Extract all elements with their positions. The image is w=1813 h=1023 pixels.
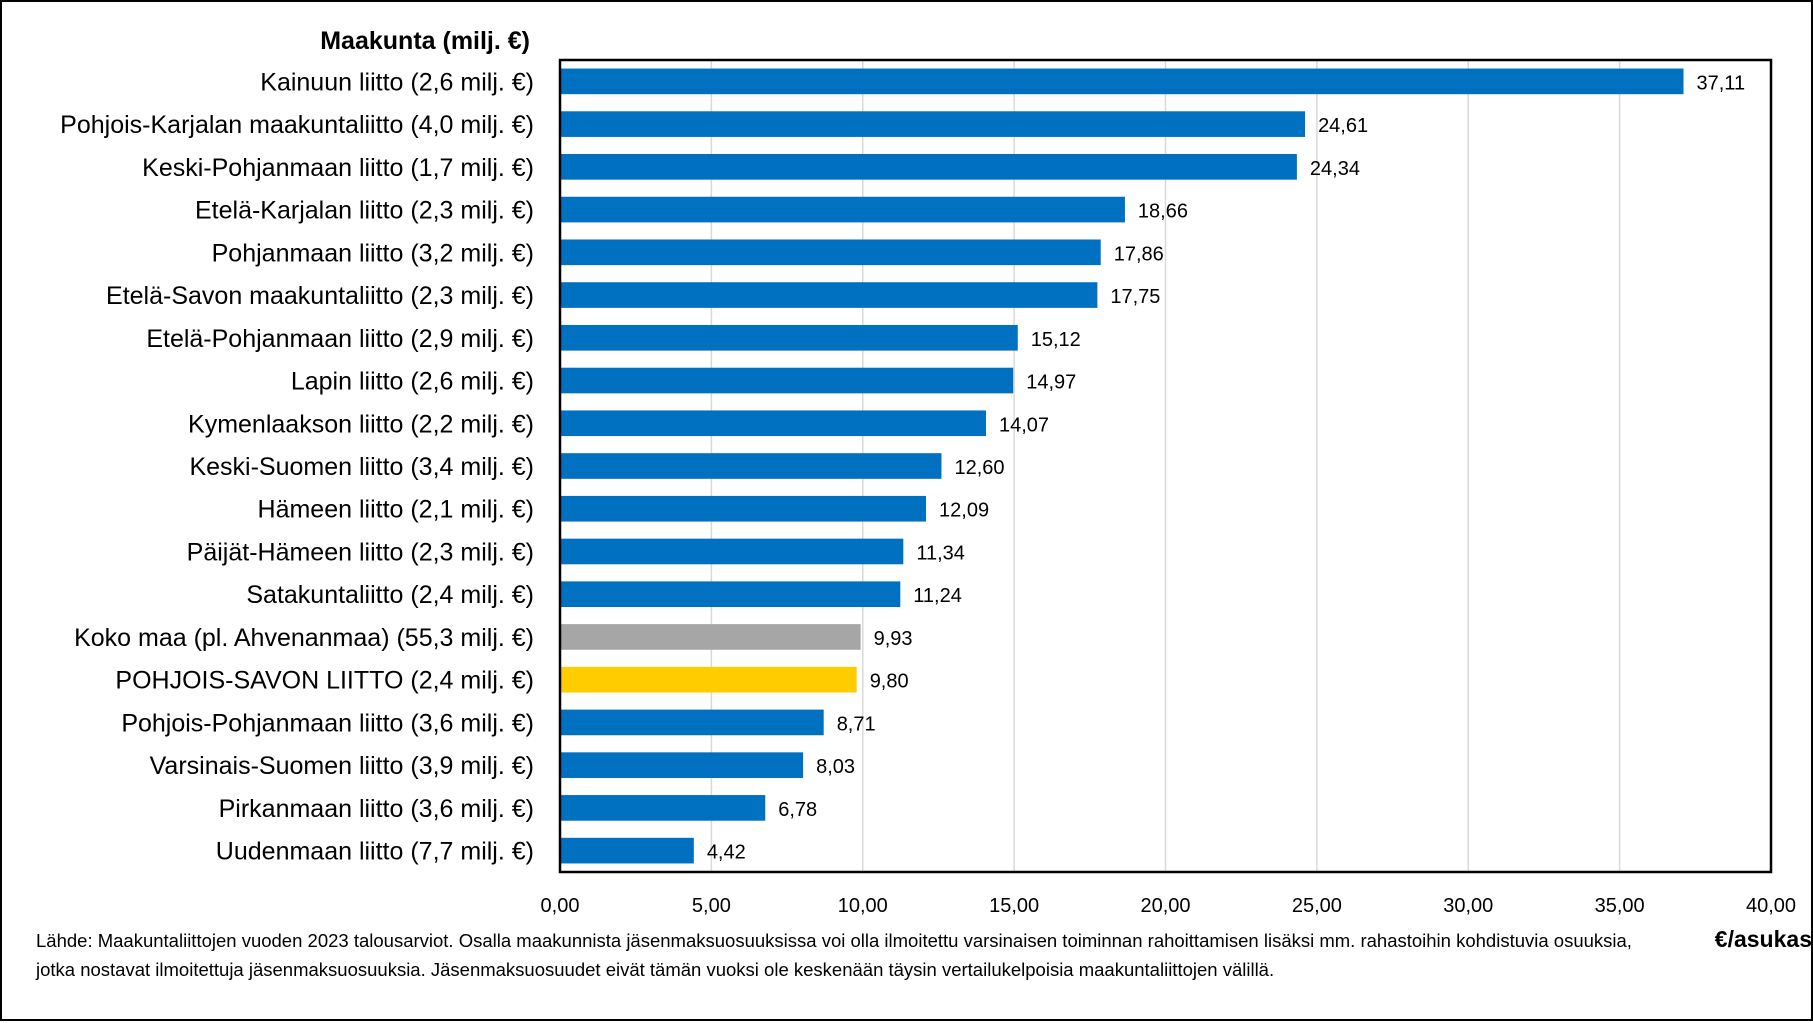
value-label: 17,86 [1114,243,1164,265]
bar [560,367,1014,394]
value-label: 9,93 [874,628,913,650]
value-label: 37,11 [1697,72,1746,94]
value-label: 12,09 [939,500,989,522]
x-tick-label: 15,00 [989,895,1039,917]
bar [560,196,1125,223]
value-label: 12,60 [954,457,1004,479]
bar [560,68,1684,95]
value-label: 6,78 [778,799,817,821]
source-note: Lähde: Maakuntaliittojen vuoden 2023 tal… [36,930,1632,980]
x-tick-label: 5,00 [692,895,731,917]
value-label: 24,61 [1318,115,1368,137]
bar [560,795,766,821]
value-label: 14,97 [1026,372,1076,394]
bars [560,68,1684,864]
bar [560,410,986,437]
gridlines [710,60,1621,872]
value-label: 11,34 [916,542,965,564]
category-label: Uudenmaan liitto (7,7 milj. €) [216,838,534,866]
category-label: Lapin liitto (2,6 milj. €) [291,368,534,396]
value-label: 17,75 [1110,286,1160,308]
value-label: 9,80 [870,671,909,693]
bar [560,282,1098,308]
bar [560,239,1101,266]
value-label: 11,24 [913,585,962,607]
bar [560,154,1297,180]
value-axis-title: €/asukas [1715,926,1812,952]
bar [560,837,694,864]
bar [560,752,804,778]
bar [560,624,861,650]
category-label: Etelä-Karjalan liitto (2,3 milj. €) [195,197,534,225]
category-label: Pohjanmaan liitto (3,2 milj. €) [212,239,534,267]
category-label: Etelä-Pohjanmaan liitto (2,9 milj. €) [146,325,534,353]
value-label: 8,03 [816,756,855,778]
bar [560,495,927,522]
category-label: POHJOIS-SAVON LIITTO (2,4 milj. €) [115,667,534,695]
category-label: Kymenlaakson liitto (2,2 milj. €) [188,410,534,438]
category-label: Satakuntaliitto (2,4 milj. €) [246,581,534,609]
x-tick-label: 30,00 [1443,895,1493,917]
category-label: Pirkanmaan liitto (3,6 milj. €) [219,795,534,823]
x-tick-label: 20,00 [1140,895,1190,917]
bar [560,709,824,736]
bar [560,324,1018,351]
category-label: Kainuun liitto (2,6 milj. €) [260,68,534,96]
labels: 0,00 5,00 10,00 15,00 20,00 25,00 30,00 35,00 40… [60,68,1796,917]
value-label: 4,42 [707,842,746,864]
x-tick-label: 35,00 [1595,895,1645,917]
x-tick-label: 0,00 [541,895,580,917]
value-label: 18,66 [1138,201,1188,223]
x-tick-label: 10,00 [838,895,888,917]
category-axis-title: Maakunta (milj. €) [320,27,530,55]
bar [560,538,904,565]
value-label: 15,12 [1031,329,1081,351]
value-label: 24,34 [1310,158,1360,180]
bar [560,666,857,693]
category-label: Pohjois-Pohjanmaan liitto (3,6 milj. €) [121,709,534,737]
bar [560,453,942,479]
category-label: Hämeen liitto (2,1 milj. €) [258,496,534,524]
category-label: Varsinais-Suomen liitto (3,9 milj. €) [150,752,534,780]
plot-area-border [558,58,1773,874]
category-label: Päijät-Hämeen liitto (2,3 milj. €) [187,538,534,566]
category-label: Pohjois-Karjalan maakuntaliitto (4,0 mil… [60,111,534,139]
x-tick-label: 40,00 [1746,895,1796,917]
category-label: Etelä-Savon maakuntaliitto (2,3 milj. €) [106,282,534,310]
category-label: Koko maa (pl. Ahvenanmaa) (55,3 milj. €) [74,624,534,652]
value-label: 8,71 [837,713,876,735]
value-label: 14,07 [999,414,1049,436]
category-label: Keski-Suomen liitto (3,4 milj. €) [189,453,534,481]
category-label: Keski-Pohjanmaan liitto (1,7 milj. €) [142,154,534,182]
bar [560,111,1306,137]
x-tick-label: 25,00 [1292,895,1342,917]
bar [560,581,901,608]
